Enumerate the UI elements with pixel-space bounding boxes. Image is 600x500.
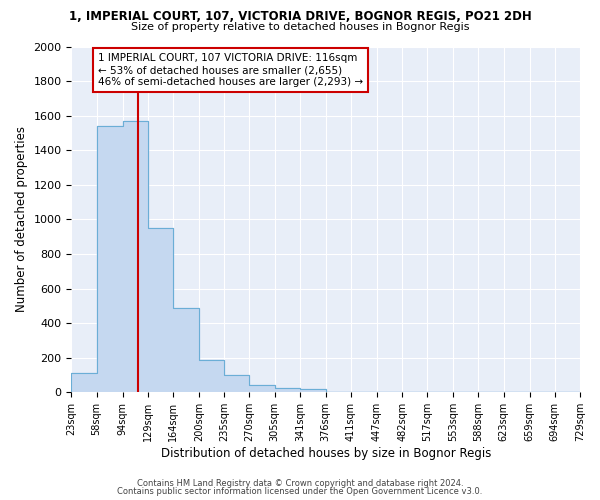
Text: Contains public sector information licensed under the Open Government Licence v3: Contains public sector information licen… <box>118 487 482 496</box>
X-axis label: Distribution of detached houses by size in Bognor Regis: Distribution of detached houses by size … <box>161 447 491 460</box>
Text: 1 IMPERIAL COURT, 107 VICTORIA DRIVE: 116sqm
← 53% of detached houses are smalle: 1 IMPERIAL COURT, 107 VICTORIA DRIVE: 11… <box>98 54 363 86</box>
Y-axis label: Number of detached properties: Number of detached properties <box>15 126 28 312</box>
Polygon shape <box>71 121 580 392</box>
Text: 1, IMPERIAL COURT, 107, VICTORIA DRIVE, BOGNOR REGIS, PO21 2DH: 1, IMPERIAL COURT, 107, VICTORIA DRIVE, … <box>68 10 532 23</box>
Text: Contains HM Land Registry data © Crown copyright and database right 2024.: Contains HM Land Registry data © Crown c… <box>137 478 463 488</box>
Text: Size of property relative to detached houses in Bognor Regis: Size of property relative to detached ho… <box>131 22 469 32</box>
